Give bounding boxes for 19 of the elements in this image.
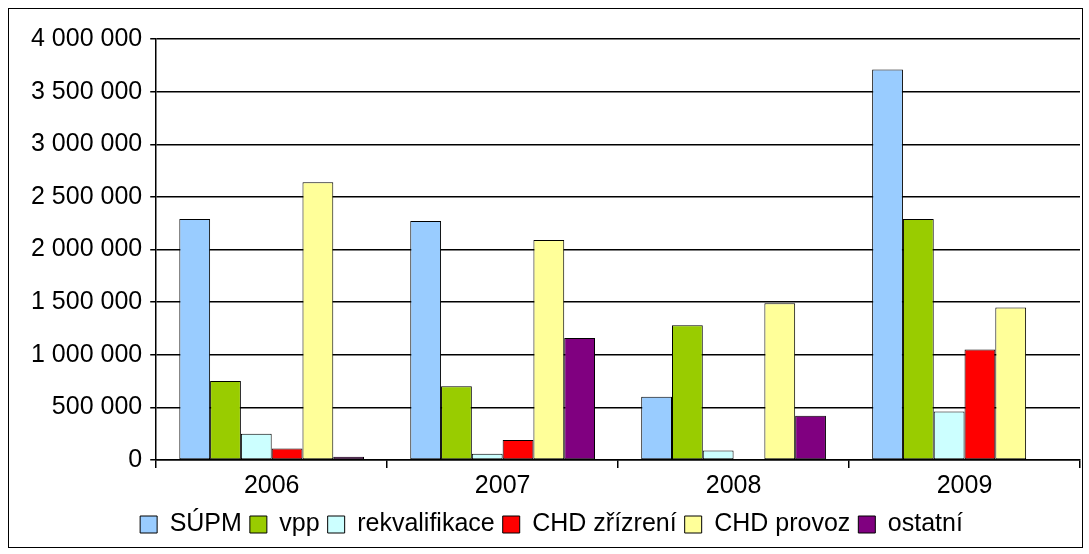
legend-label: ostatní [887, 508, 963, 537]
legend-label: SÚPM [169, 508, 242, 537]
x-tick-label: 2006 [243, 469, 300, 498]
legend-label: vpp [279, 508, 320, 537]
y-tick-label: 1 500 000 [31, 286, 143, 315]
y-tick-label: 1 000 000 [31, 338, 143, 367]
x-tick-label: 2007 [474, 469, 531, 498]
x-tick-label: 2009 [936, 469, 993, 498]
legend-label: CHD zřízrení [532, 508, 677, 537]
y-tick-label: 4 000 000 [31, 22, 143, 51]
y-tick-label: 2 000 000 [31, 233, 143, 262]
x-tick-label: 2008 [705, 469, 762, 498]
legend-label: CHD provoz [714, 508, 851, 537]
y-tick-label: 0 [128, 443, 143, 472]
y-tick-label: 2 500 000 [31, 180, 143, 209]
y-tick-label: 500 000 [51, 391, 143, 420]
legend-label: rekvalifikace [357, 508, 495, 537]
y-tick-label: 3 000 000 [31, 128, 143, 157]
y-tick-label: 3 500 000 [31, 75, 143, 104]
